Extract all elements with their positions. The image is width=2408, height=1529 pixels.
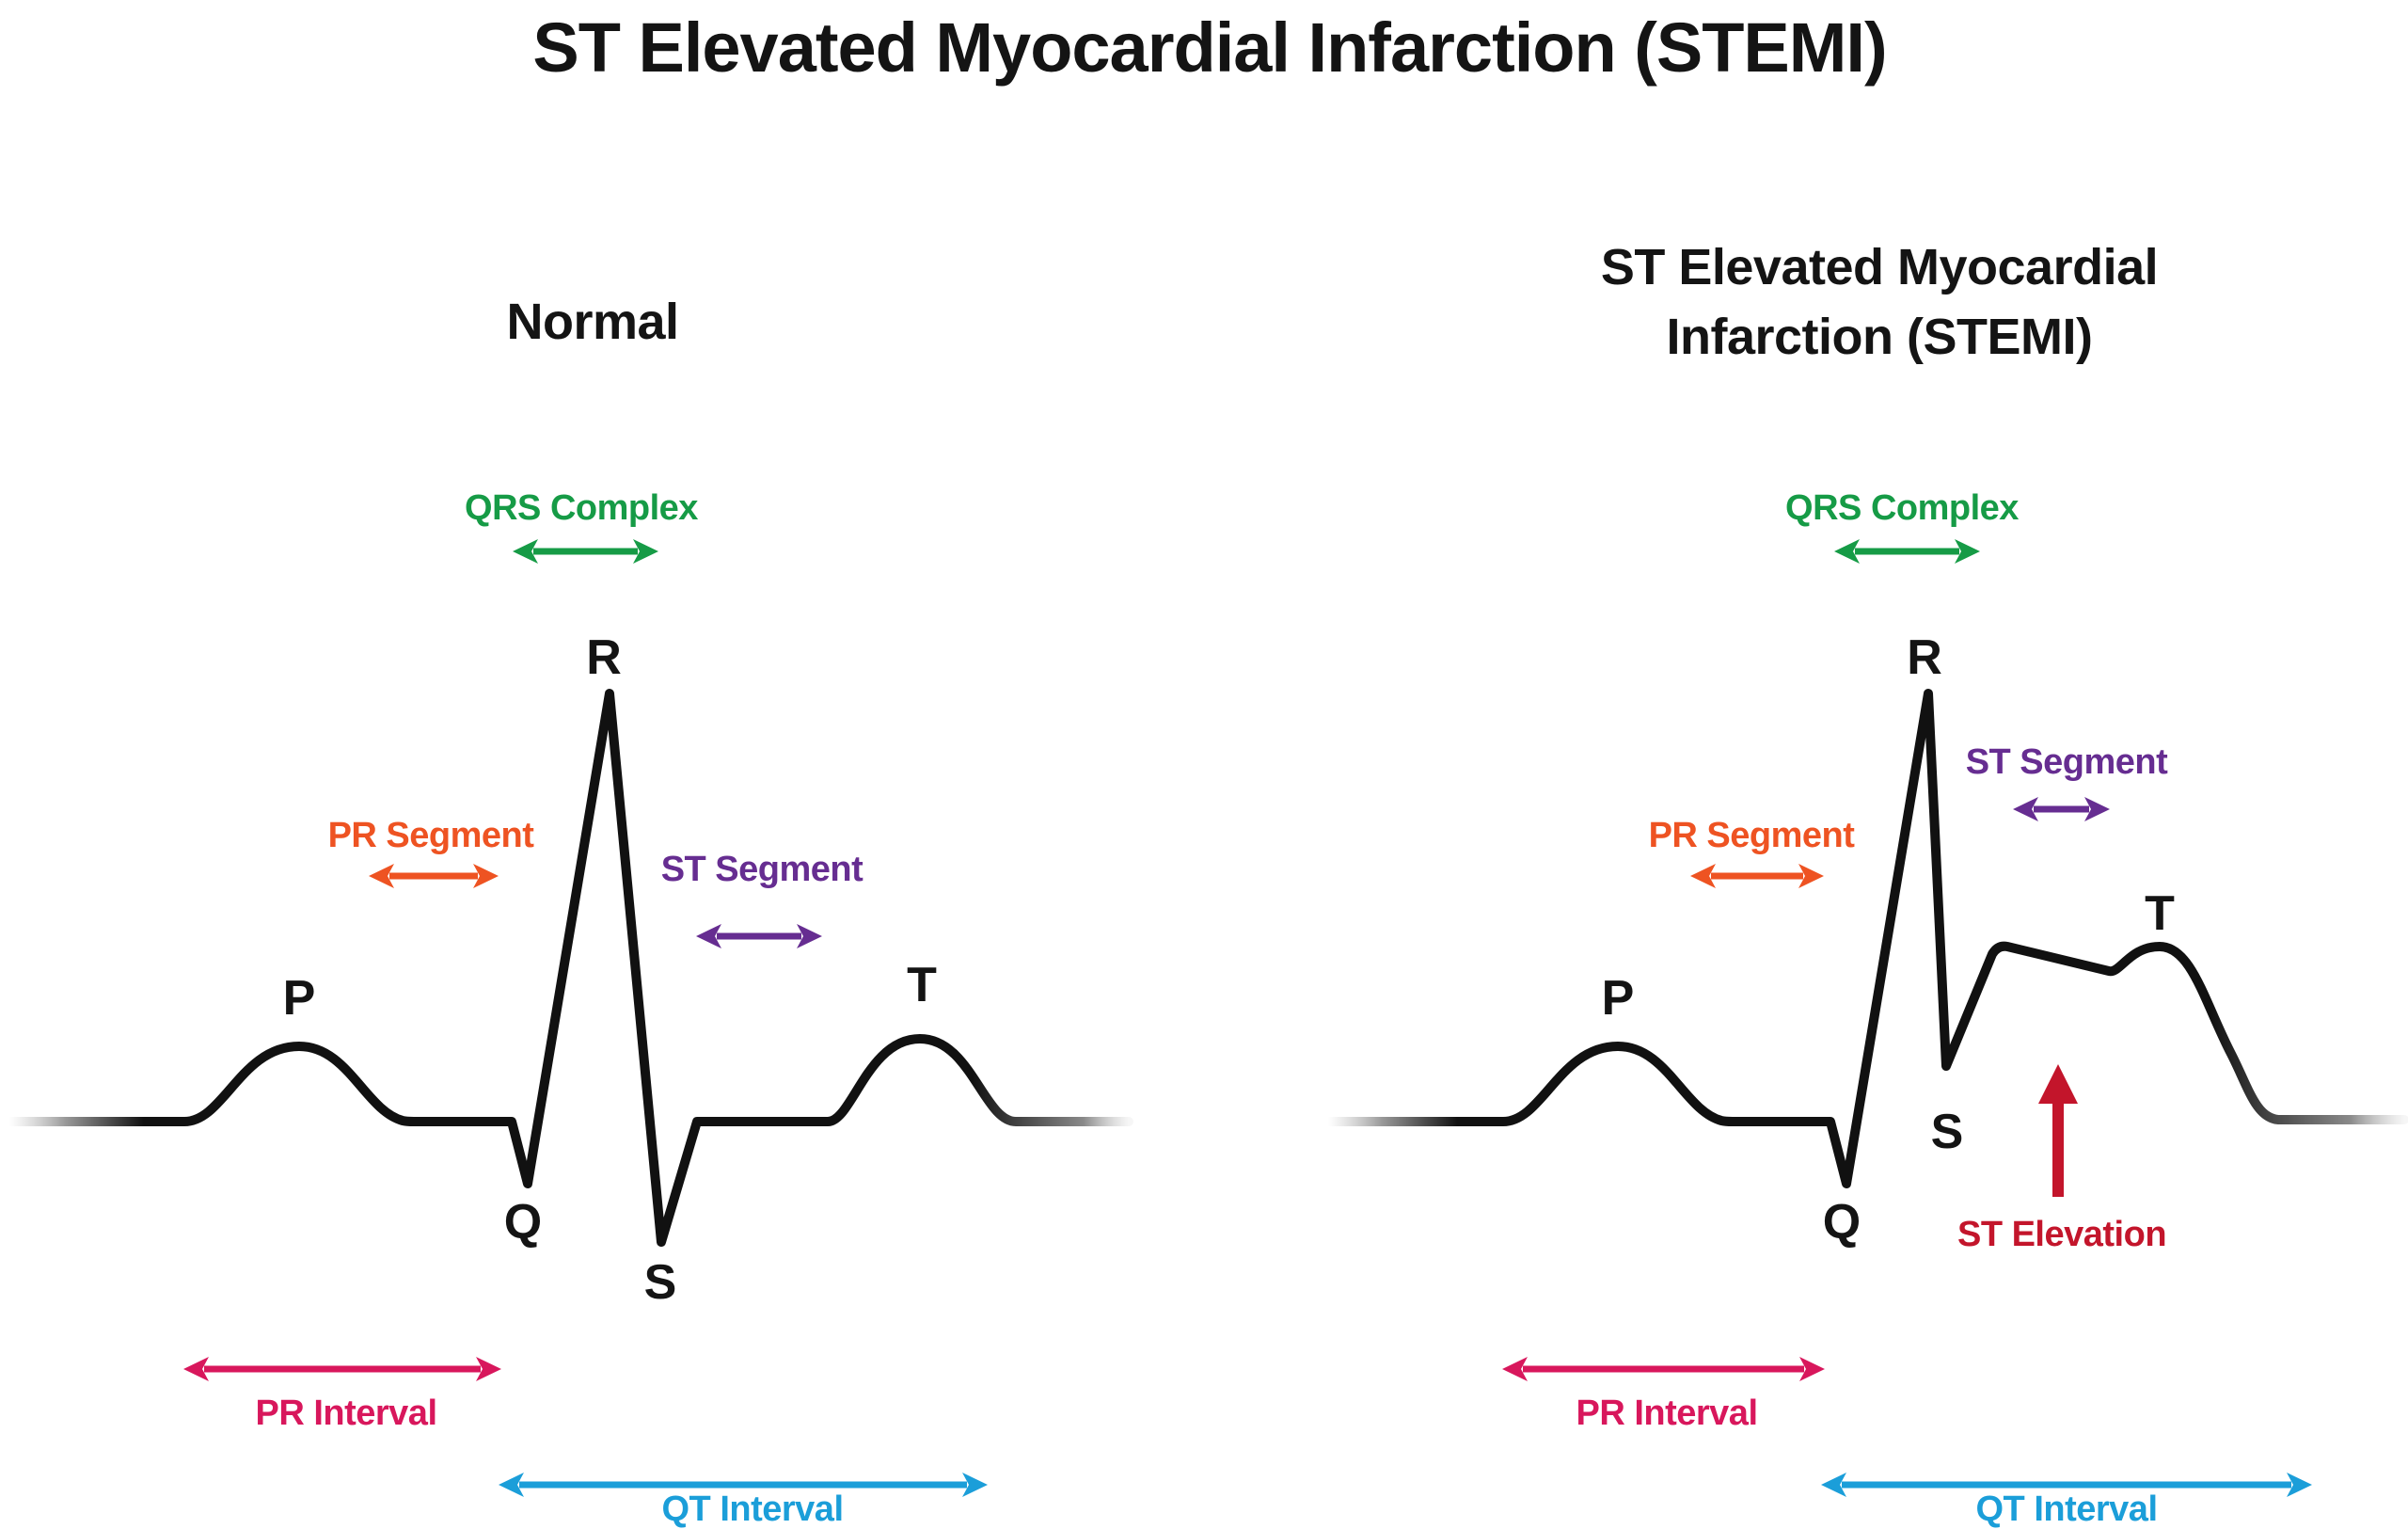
wave-label-p-stemi: P [1602, 971, 1635, 1026]
stemi-panel-title-line1: ST Elevated Myocardial [1601, 239, 2158, 295]
pr-segment-label-stemi: PR Segment [1649, 816, 1856, 855]
stemi-panel-title-line2: Infarction (STEMI) [1667, 309, 2093, 365]
pr-interval-arrow-stemi [1502, 1357, 1825, 1381]
normal-panel-title: Normal [506, 294, 678, 350]
st-segment-arrow-stemi [2013, 797, 2110, 821]
pr-segment-arrow-stemi [1690, 864, 1824, 888]
wave-label-r-normal: R [586, 630, 622, 685]
wave-label-s-stemi: S [1931, 1105, 1964, 1159]
normal-ecg-waveform [5, 689, 1133, 1247]
pr-segment-arrow-normal [369, 864, 499, 888]
wave-label-p-normal: P [283, 971, 316, 1026]
wave-label-r-stemi: R [1907, 630, 1942, 685]
st-segment-label-stemi: ST Segment [1966, 742, 2168, 782]
qt-interval-arrow-stemi [1821, 1473, 2312, 1497]
pr-interval-label-stemi: PR Interval [1576, 1394, 1757, 1433]
wave-label-s-normal: S [644, 1255, 677, 1310]
normal-panel: Normal P Q R S T QRS Complex PR Segment … [5, 294, 1133, 1529]
wave-label-q-normal: Q [504, 1195, 542, 1250]
qrs-complex-label-stemi: QRS Complex [1785, 488, 2019, 528]
st-segment-arrow-normal [696, 924, 822, 948]
pr-interval-label-normal: PR Interval [255, 1394, 436, 1433]
st-elevation-label: ST Elevation [1957, 1215, 2166, 1254]
pr-interval-arrow-normal [183, 1357, 501, 1381]
wave-label-q-stemi: Q [1823, 1195, 1861, 1250]
stemi-panel: ST Elevated Myocardial Infarction (STEMI… [1323, 239, 2408, 1529]
qrs-complex-arrow-normal [513, 539, 658, 564]
stemi-ecg-waveform [1323, 689, 2408, 1188]
st-segment-label-normal: ST Segment [661, 850, 863, 889]
wave-label-t-normal: T [907, 958, 937, 1012]
qt-interval-arrow-normal [499, 1473, 988, 1497]
qt-interval-label-normal: QT Interval [662, 1489, 844, 1529]
wave-label-t-stemi: T [2145, 886, 2175, 941]
qrs-complex-arrow-stemi [1834, 539, 1980, 564]
qrs-complex-label-normal: QRS Complex [465, 488, 698, 528]
qt-interval-label-stemi: QT Interval [1976, 1489, 2158, 1529]
st-elevation-arrow [2038, 1064, 2078, 1197]
pr-segment-label-normal: PR Segment [328, 816, 535, 855]
main-title: ST Elevated Myocardial Infarction (STEMI… [532, 8, 1886, 87]
